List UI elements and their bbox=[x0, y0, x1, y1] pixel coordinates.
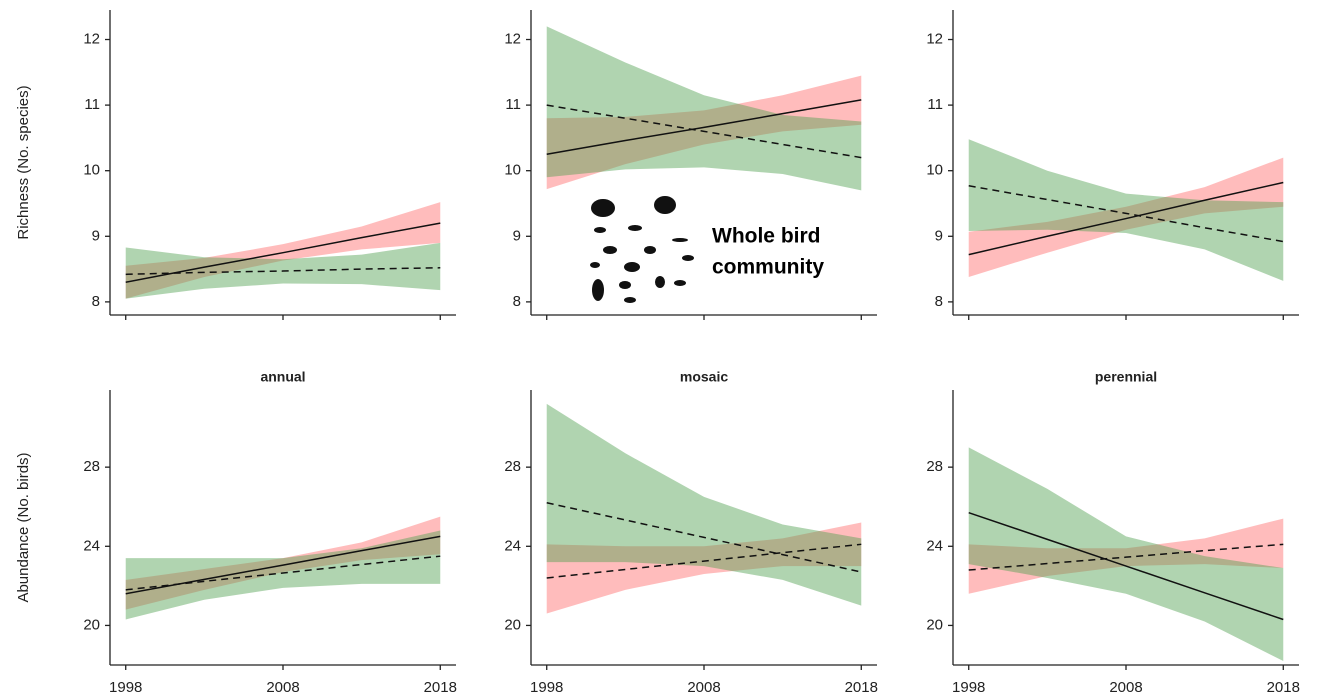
annotation: community bbox=[712, 256, 824, 279]
x-tick-label: 2008 bbox=[1109, 679, 1142, 696]
y-tick-label: 12 bbox=[83, 30, 100, 47]
x-tick-label: 2018 bbox=[845, 679, 878, 696]
y-tick-label: 10 bbox=[926, 162, 943, 179]
y-tick-label: 20 bbox=[926, 616, 943, 633]
x-tick-label: 2018 bbox=[424, 679, 457, 696]
y-tick-label: 11 bbox=[505, 96, 521, 113]
y-tick-label: 11 bbox=[84, 96, 100, 113]
y-axis-label: Abundance (No. birds) bbox=[15, 452, 32, 602]
y-tick-label: 8 bbox=[513, 293, 521, 310]
y-tick-label: 20 bbox=[83, 616, 100, 633]
y-tick-label: 8 bbox=[92, 293, 100, 310]
panel-title: mosaic bbox=[680, 369, 728, 385]
y-tick-label: 28 bbox=[926, 458, 943, 475]
y-tick-label: 9 bbox=[513, 227, 521, 244]
y-tick-label: 20 bbox=[504, 616, 521, 633]
y-tick-label: 9 bbox=[92, 227, 100, 244]
panel-title: perennial bbox=[1095, 369, 1157, 385]
figure: 8 9 10 11 12 Richness (No. species) 8 9 10 11 12 Wh… bbox=[0, 0, 1320, 699]
y-tick-label: 10 bbox=[504, 162, 521, 179]
y-tick-label: 28 bbox=[83, 458, 100, 475]
x-tick-label: 1998 bbox=[952, 679, 985, 696]
y-tick-label: 8 bbox=[935, 293, 943, 310]
y-tick-label: 28 bbox=[504, 458, 521, 475]
annotation: Whole bird bbox=[712, 225, 821, 248]
y-tick-label: 11 bbox=[927, 96, 943, 113]
panel-title: annual bbox=[260, 369, 305, 385]
y-tick-label: 24 bbox=[504, 537, 521, 554]
x-tick-label: 2018 bbox=[1267, 679, 1300, 696]
x-tick-label: 1998 bbox=[109, 679, 142, 696]
y-tick-label: 24 bbox=[83, 537, 100, 554]
confidence-band bbox=[126, 530, 441, 619]
bird-icons bbox=[590, 196, 694, 303]
y-tick-label: 9 bbox=[935, 227, 943, 244]
x-tick-label: 2008 bbox=[687, 679, 720, 696]
x-tick-label: 1998 bbox=[530, 679, 563, 696]
y-axis-label: Richness (No. species) bbox=[15, 85, 32, 239]
x-tick-label: 2008 bbox=[266, 679, 299, 696]
y-tick-label: 12 bbox=[504, 30, 521, 47]
y-tick-label: 12 bbox=[926, 30, 943, 47]
y-tick-label: 10 bbox=[83, 162, 100, 179]
y-tick-label: 24 bbox=[926, 537, 943, 554]
